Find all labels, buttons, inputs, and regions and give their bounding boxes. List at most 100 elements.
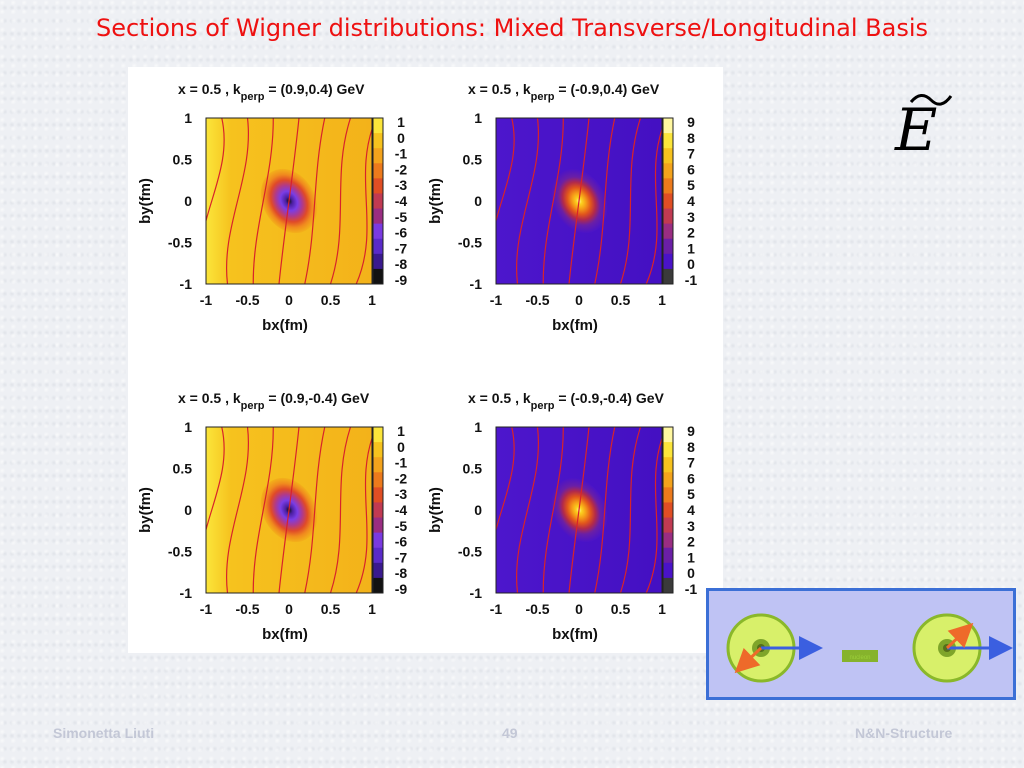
colorbar-segment bbox=[373, 502, 383, 519]
x-tick-label: 0 bbox=[575, 292, 583, 308]
contour-line bbox=[355, 436, 372, 593]
contour-line bbox=[542, 427, 564, 593]
colorbar-tick-label: 0 bbox=[397, 130, 405, 146]
colorbar-tick-label: 1 bbox=[397, 423, 405, 439]
y-tick-label: 0.5 bbox=[463, 152, 483, 168]
colorbar-tick-label: -1 bbox=[685, 272, 698, 288]
colorbar-segment bbox=[373, 193, 383, 210]
heatmap-title: x = 0.5 , kperp = (-0.9,0.4) GeV bbox=[468, 81, 660, 103]
colorbar-segment bbox=[373, 472, 383, 488]
y-tick-label: 0.5 bbox=[173, 152, 193, 168]
colorbar-segment bbox=[373, 208, 383, 225]
colorbar-segment bbox=[373, 547, 383, 564]
x-tick-label: 0.5 bbox=[321, 601, 341, 617]
colorbar-tick-label: 3 bbox=[687, 209, 695, 225]
y-tick-label: -1 bbox=[470, 585, 483, 601]
y-tick-label: 0 bbox=[474, 502, 482, 518]
y-tick-label: -1 bbox=[180, 276, 193, 292]
left-nucleon bbox=[726, 613, 823, 683]
y-tick-label: 1 bbox=[184, 419, 192, 435]
colorbar-segment bbox=[663, 487, 673, 503]
colorbar-segment bbox=[373, 133, 383, 149]
colorbar-tick-label: -4 bbox=[395, 193, 408, 209]
colorbar-segment bbox=[663, 148, 673, 164]
colorbar-segment bbox=[663, 577, 673, 594]
y-tick-label: 1 bbox=[474, 110, 482, 126]
x-tick-label: -0.5 bbox=[525, 601, 549, 617]
y-axis-label: by(fm) bbox=[427, 487, 444, 533]
y-tick-label: 0 bbox=[474, 193, 482, 209]
colorbar-segment bbox=[373, 442, 383, 458]
colorbar-segment bbox=[663, 163, 673, 179]
x-tick-label: -0.5 bbox=[235, 601, 259, 617]
colorbar-segment bbox=[373, 427, 383, 443]
colorbar-tick-label: -9 bbox=[395, 272, 408, 288]
colorbar-tick-label: 6 bbox=[687, 470, 695, 486]
nucleon-diagram: nucleon bbox=[706, 588, 1016, 700]
colorbar-tick-label: -5 bbox=[395, 209, 408, 225]
y-tick-label: 1 bbox=[474, 419, 482, 435]
y-tick-label: 0 bbox=[184, 502, 192, 518]
colorbar-segment bbox=[373, 238, 383, 255]
colorbar-tick-label: 5 bbox=[687, 177, 695, 193]
colorbar-tick-label: 4 bbox=[687, 502, 695, 518]
y-tick-label: 1 bbox=[184, 110, 192, 126]
contour-line bbox=[619, 118, 642, 284]
y-tick-label: -0.5 bbox=[168, 235, 192, 251]
colorbar-segment bbox=[373, 148, 383, 164]
contour-line bbox=[645, 127, 662, 284]
contour-line bbox=[594, 118, 616, 284]
wigner-plots-svg: x = 0.5 , kperp = (0.9,0.4) GeV 1 0.5 0 -0.5… bbox=[137, 81, 698, 643]
colorbar-segment bbox=[373, 163, 383, 179]
heatmap-panel-1: x = 0.5 , kperp = (0.9,0.4) GeV 1 0.5 0 -0.5… bbox=[137, 81, 407, 334]
colorbar-segment bbox=[373, 532, 383, 549]
plot-frame bbox=[495, 117, 663, 285]
colorbar-tick-label: -2 bbox=[395, 161, 408, 177]
colorbar-segment bbox=[663, 532, 673, 549]
contour-line bbox=[304, 118, 326, 284]
contour-line bbox=[496, 118, 515, 223]
colorbar-tick-label: -3 bbox=[395, 486, 408, 502]
colorbar-segment bbox=[663, 178, 673, 194]
colorbar-tick-label: 5 bbox=[687, 486, 695, 502]
colorbar-segment bbox=[663, 208, 673, 225]
e-letter: E bbox=[894, 96, 937, 160]
inset-label: nucleon bbox=[849, 655, 870, 661]
colorbar-segment bbox=[663, 427, 673, 443]
contour-line bbox=[278, 118, 300, 284]
contour-line bbox=[355, 127, 372, 284]
nucleon-diagram-svg: nucleon bbox=[726, 613, 1013, 683]
colorbar-tick-label: -6 bbox=[395, 534, 408, 550]
plot-frame bbox=[205, 117, 373, 285]
colorbar-segment bbox=[373, 457, 383, 473]
colorbar-tick-label: -6 bbox=[395, 225, 408, 241]
colorbar-segment bbox=[663, 238, 673, 255]
y-tick-label: 0.5 bbox=[463, 461, 483, 477]
y-tick-label: -0.5 bbox=[458, 544, 482, 560]
y-tick-label: -0.5 bbox=[168, 544, 192, 560]
colorbar-tick-label: -9 bbox=[395, 581, 408, 597]
colorbar-tick-label: 1 bbox=[397, 114, 405, 130]
colorbar-tick-label: 8 bbox=[687, 439, 695, 455]
contour-line bbox=[329, 118, 352, 284]
colorbar-tick-label: 9 bbox=[687, 423, 695, 439]
colorbar-tick-label: -2 bbox=[395, 470, 408, 486]
colorbar-segment bbox=[663, 517, 673, 534]
left-spin-arrow bbox=[734, 646, 763, 674]
contour-line bbox=[568, 118, 590, 284]
colorbar-segment bbox=[663, 253, 673, 270]
heatmap-title: x = 0.5 , kperp = (0.9,0.4) GeV bbox=[178, 81, 365, 103]
right-spin-arrow bbox=[945, 622, 974, 650]
colorbar-segment bbox=[663, 118, 673, 134]
y-axis-label: by(fm) bbox=[137, 178, 154, 224]
colorbar-segment bbox=[373, 178, 383, 194]
contour-line bbox=[226, 427, 249, 593]
y-axis-label: by(fm) bbox=[137, 487, 154, 533]
colorbar-segment bbox=[373, 562, 383, 579]
y-tick-label: -1 bbox=[470, 276, 483, 292]
colorbar-tick-label: -7 bbox=[395, 240, 408, 256]
colorbar-tick-label: 2 bbox=[687, 225, 695, 241]
contour-line bbox=[516, 118, 539, 284]
minus-sign bbox=[842, 650, 878, 662]
tilde-mark bbox=[909, 94, 953, 106]
